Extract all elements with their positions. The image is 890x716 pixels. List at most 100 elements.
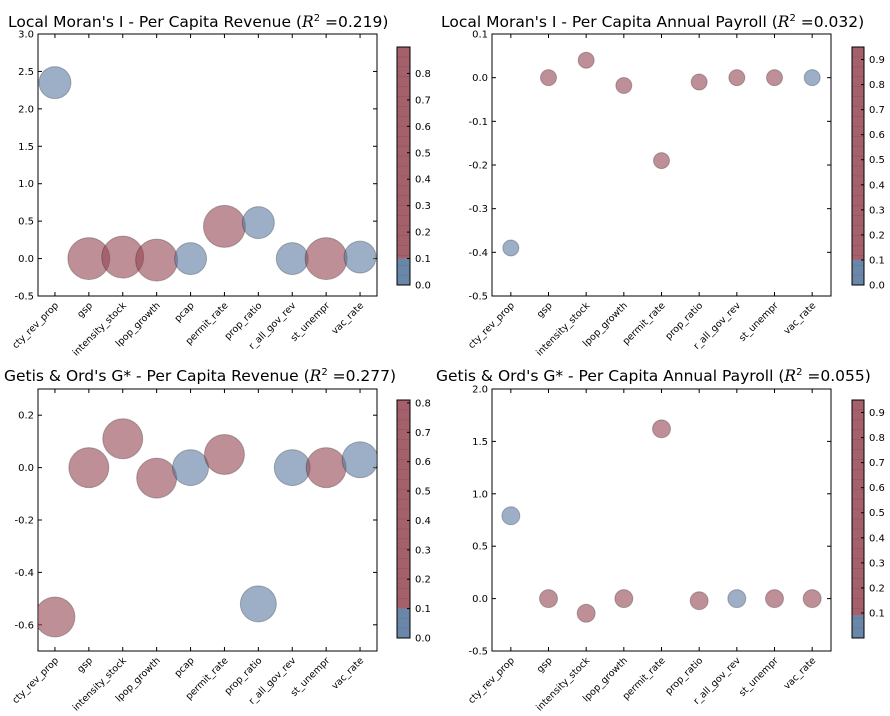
colorbar-tick-label: 0.0 xyxy=(415,634,431,645)
data-point xyxy=(343,240,377,274)
chart-panel-1: Local Moran's I - Per Capita Revenue (R 2… xyxy=(8,13,431,358)
data-point xyxy=(502,239,520,257)
chart-title: Local Moran's I - Per Capita Revenue (R2… xyxy=(8,13,388,31)
x-tick-label: st_unempr xyxy=(737,300,781,344)
colorbar-tick-label: 0.7 xyxy=(869,105,885,116)
x-tick-label: gsp xyxy=(75,655,95,675)
colorbar-tick-label: 0.8 xyxy=(415,398,431,409)
colorbar-tick-label: 0.1 xyxy=(415,254,431,265)
y-tick-label: 2.0 xyxy=(472,385,488,396)
x-tick-label: gsp xyxy=(75,300,95,320)
chart-panel-4: Getis & Ord's G* - Per Capita Annual Pay… xyxy=(436,367,885,713)
colorbar-tick-label: 0.3 xyxy=(869,205,885,216)
data-point xyxy=(136,457,178,499)
y-tick-label: 0.0 xyxy=(472,73,488,84)
data-point xyxy=(203,434,245,475)
data-point xyxy=(102,418,144,460)
data-point xyxy=(273,449,311,487)
colorbar-tick-label: 0.2 xyxy=(869,230,885,241)
data-points xyxy=(38,66,377,282)
data-point xyxy=(539,589,558,609)
colorbar-tick-label: 0.1 xyxy=(869,608,885,619)
colorbar: 0.0 0.1 0.2 0.3 0.4 0.5 0.6 0.7 0.8 0.9 xyxy=(851,46,885,292)
y-tick-label: 1.0 xyxy=(18,179,34,190)
data-points xyxy=(502,51,821,257)
y-tick-label: 1.0 xyxy=(472,489,488,500)
data-point xyxy=(728,69,746,87)
x-tick-label: vac_rate xyxy=(782,655,819,692)
data-point xyxy=(766,69,783,87)
y-tick-label: -0.6 xyxy=(14,620,34,631)
r-squared-value: =0.277) xyxy=(328,367,396,385)
r-squared-value: =0.032) xyxy=(796,13,864,31)
data-point xyxy=(802,589,822,609)
colorbar-tick-label: 0.5 xyxy=(415,487,431,498)
y-tick-label: 2.5 xyxy=(18,67,34,78)
data-point xyxy=(38,596,76,638)
colorbar-tick-label: 0.0 xyxy=(415,281,431,292)
colorbar-tick-label: 0.2 xyxy=(415,575,431,586)
colorbar-tick-label: 0.1 xyxy=(869,255,885,266)
y-tick-label: 3.0 xyxy=(18,30,34,41)
colorbar-high-band xyxy=(397,400,410,609)
y-tick-label: 0.1 xyxy=(472,30,488,41)
colorbar-tick-label: 0.2 xyxy=(869,583,885,594)
r-squared-symbol: R xyxy=(309,367,322,385)
data-point xyxy=(615,77,633,95)
r-squared-symbol: R xyxy=(301,13,314,31)
colorbar-tick-label: 0.9 xyxy=(869,55,885,66)
colorbar-tick-label: 0.8 xyxy=(869,433,885,444)
y-tick-label: -0.4 xyxy=(14,568,34,579)
r-squared-exponent: 2 xyxy=(796,367,802,378)
data-point xyxy=(653,152,670,170)
data-point xyxy=(540,69,557,87)
colorbar-tick-label: 0.7 xyxy=(415,428,431,439)
colorbar-high-band xyxy=(852,400,864,616)
chart-title-main: Local Moran's I - Per Capita Revenue ( xyxy=(8,13,302,31)
colorbar-low-band xyxy=(852,259,864,285)
data-point xyxy=(501,506,521,526)
colorbar-tick-label: 0.8 xyxy=(869,80,885,91)
colorbar: 0.0 0.1 0.2 0.3 0.4 0.5 0.6 0.7 0.8 xyxy=(396,398,431,645)
chart-title: Getis & Ord's G* - Per Capita Revenue (R… xyxy=(4,367,396,385)
colorbar-tick-label: 0.7 xyxy=(869,458,885,469)
y-tick-label: -0.2 xyxy=(468,161,488,172)
colorbar-tick-label: 0.7 xyxy=(415,95,431,106)
y-tick-label: 0.0 xyxy=(472,594,488,605)
data-point xyxy=(765,589,784,609)
data-point xyxy=(652,419,671,439)
r-squared-symbol: R xyxy=(777,13,790,31)
data-point xyxy=(68,447,110,489)
y-tick-label: -0.1 xyxy=(468,117,488,128)
data-point xyxy=(202,204,246,248)
colorbar-low-band xyxy=(852,615,864,638)
colorbar-tick-label: 0.4 xyxy=(415,175,431,186)
data-point xyxy=(241,206,275,240)
y-tick-label: 1.5 xyxy=(18,142,34,153)
data-point xyxy=(304,237,348,281)
x-tick-label: gsp xyxy=(535,655,555,675)
data-point xyxy=(135,238,179,282)
chart-title-main: Local Moran's I - Per Capita Annual Payr… xyxy=(441,13,778,31)
r-squared-value: =0.219) xyxy=(320,13,388,31)
y-tick-label: 0.0 xyxy=(18,254,34,265)
data-point xyxy=(727,589,747,609)
data-point xyxy=(174,242,208,276)
y-tick-label: -0.5 xyxy=(14,292,34,303)
colorbar-tick-label: 0.0 xyxy=(869,281,885,292)
x-tick-label: vac_rate xyxy=(330,300,367,337)
data-point xyxy=(690,73,708,91)
data-point xyxy=(239,585,277,623)
data-point xyxy=(577,51,595,69)
chart-title-main: Getis & Ord's G* - Per Capita Revenue ( xyxy=(4,367,310,385)
colorbar-tick-label: 0.3 xyxy=(415,201,431,212)
y-tick-label: 0.2 xyxy=(18,411,34,422)
y-tick-label: 0.5 xyxy=(472,542,488,553)
colorbar-tick-label: 0.4 xyxy=(869,180,885,191)
chart-title-main: Getis & Ord's G* - Per Capita Annual Pay… xyxy=(436,367,784,385)
colorbar-tick-label: 0.9 xyxy=(869,408,885,419)
colorbar-low-band xyxy=(397,608,410,638)
y-tick-label: -0.4 xyxy=(468,248,488,259)
colorbar: 0.0 0.1 0.2 0.3 0.4 0.5 0.6 0.7 0.8 xyxy=(396,46,431,292)
y-tick-label: 2.0 xyxy=(18,104,34,115)
